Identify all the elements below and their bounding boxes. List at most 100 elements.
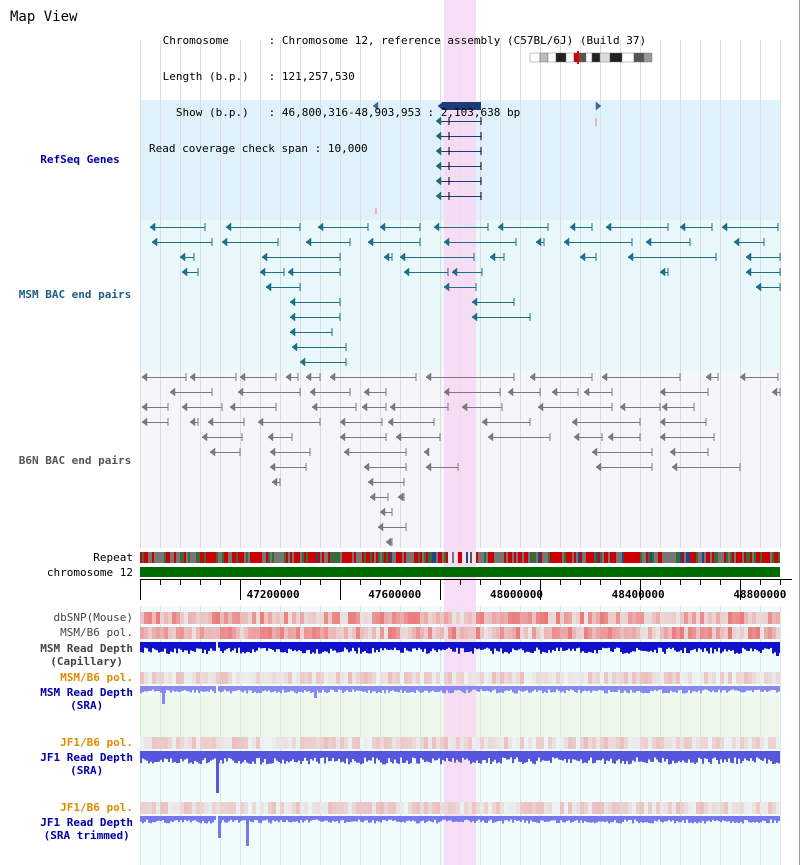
msm-depth-sra <box>638 686 640 691</box>
repeat-element <box>370 552 372 563</box>
msm-pol-heat <box>680 627 684 639</box>
jf1-depth-sra-trimmed <box>560 816 562 821</box>
msm-depth-capillary <box>380 642 382 649</box>
track-label-b6n-bac[interactable]: B6N BAC end pairs <box>18 454 132 467</box>
msm-bac-pair-end <box>221 237 228 247</box>
msm-bac-pair-end <box>451 267 458 277</box>
msm-pol-sra-heat <box>752 672 756 684</box>
jf1-depth-sra <box>582 751 584 764</box>
msm-pol-heat <box>252 627 256 639</box>
msm-pol-sra-heat <box>284 672 288 684</box>
dbsnp-heat <box>192 612 196 624</box>
msm-depth-sra <box>524 686 526 692</box>
msm-depth-sra <box>144 686 146 692</box>
jf1-depth-sra <box>656 751 658 760</box>
repeat-element <box>626 552 628 563</box>
msm-depth-capillary <box>194 642 196 652</box>
msm-pol-sra-heat <box>396 672 400 684</box>
variation-track-label[interactable]: dbSNP(Mouse) <box>54 611 133 624</box>
msm-depth-sra <box>264 686 266 691</box>
track-label-chromosome[interactable]: chromosome 12 <box>46 566 133 579</box>
jf1-depth-sra <box>172 751 174 763</box>
msm-depth-sra <box>280 686 282 694</box>
b6n-bac-pair-end <box>529 372 536 382</box>
jf1-pol-trimmed-heat <box>160 802 164 814</box>
repeat-element <box>302 552 304 563</box>
variation-track-label[interactable]: MSM/B6 pol. <box>60 626 133 639</box>
msm-depth-sra <box>378 686 380 693</box>
repeat-element <box>208 552 210 563</box>
msm-depth-capillary <box>756 642 758 651</box>
variation-track-label[interactable]: MSM Read Depth (Capillary) <box>40 642 133 668</box>
jf1-depth-sra-trimmed-spike <box>246 816 249 846</box>
jf1-depth-sra-trimmed <box>660 816 662 822</box>
jf1-depth-sra-trimmed <box>362 816 364 823</box>
jf1-depth-sra-trimmed <box>446 816 448 822</box>
jf1-depth-sra <box>256 751 258 759</box>
repeat-element <box>752 552 754 563</box>
jf1-pol-heat <box>400 737 404 749</box>
variation-track-label[interactable]: MSM Read Depth (SRA) <box>40 686 133 712</box>
msm-pol-sra-heat <box>168 672 172 684</box>
msm-depth-sra <box>684 686 686 694</box>
jf1-depth-sra <box>688 751 690 760</box>
jf1-pol-trimmed-heat <box>284 802 288 814</box>
variation-track-label[interactable]: JF1/B6 pol. <box>60 736 133 749</box>
track-label-repeat[interactable]: Repeat <box>93 551 133 564</box>
msm-depth-capillary <box>670 642 672 649</box>
msm-depth-sra <box>716 686 718 693</box>
dbsnp-heat <box>580 612 584 624</box>
dbsnp-heat <box>520 612 524 624</box>
repeat-element <box>664 552 666 563</box>
dbsnp-heat <box>296 612 300 624</box>
msm-pol-heat <box>204 627 208 639</box>
msm-pol-sra-heat <box>640 672 644 684</box>
jf1-depth-sra <box>318 751 320 764</box>
jf1-depth-sra <box>164 751 166 759</box>
msm-pol-sra-heat <box>512 672 516 684</box>
variation-track-label[interactable]: MSM/B6 pol. <box>60 671 133 684</box>
msm-pol-heat <box>200 627 204 639</box>
jf1-pol-heat <box>568 737 572 749</box>
repeat-element <box>528 552 530 563</box>
jf1-pol-trimmed-heat <box>268 802 272 814</box>
msm-pol-heat <box>160 627 164 639</box>
repeat-element <box>744 552 746 563</box>
jf1-pol-heat <box>612 737 616 749</box>
jf1-depth-sra <box>262 751 264 763</box>
variation-track-label[interactable]: JF1/B6 pol. <box>60 801 133 814</box>
track-label-refseq[interactable]: RefSeq Genes <box>40 153 120 166</box>
jf1-depth-sra-trimmed <box>656 816 658 822</box>
msm-depth-sra <box>760 686 762 692</box>
jf1-pol-trimmed-heat <box>236 802 240 814</box>
msm-depth-capillary <box>496 642 498 651</box>
jf1-pol-trimmed-heat <box>404 802 408 814</box>
variation-track-label[interactable]: JF1 Read Depth (SRA) <box>40 751 133 777</box>
dbsnp-heat <box>312 612 316 624</box>
msm-pol-sra-heat <box>616 672 620 684</box>
repeat-element <box>516 552 518 563</box>
jf1-pol-heat <box>380 737 384 749</box>
repeat-element <box>638 552 640 563</box>
transcript-arrow <box>435 116 442 126</box>
track-label-msm-bac[interactable]: MSM BAC end pairs <box>18 288 132 301</box>
b6n-bac-pair-end <box>339 432 346 442</box>
jf1-depth-sra-trimmed <box>544 816 546 822</box>
msm-depth-sra <box>236 686 238 691</box>
jf1-depth-sra-trimmed <box>630 816 632 821</box>
msm-depth-sra <box>354 686 356 692</box>
repeat-element <box>222 552 224 563</box>
variation-track-label[interactable]: JF1 Read Depth (SRA trimmed) <box>40 816 133 842</box>
repeat-element <box>332 552 334 563</box>
msm-depth-sra <box>590 686 592 693</box>
msm-pol-sra-heat <box>160 672 164 684</box>
msm-bac-pair-end <box>265 282 272 292</box>
msm-depth-capillary <box>260 642 262 649</box>
jf1-depth-sra-trimmed <box>578 816 580 823</box>
msm-pol-sra-heat <box>500 672 504 684</box>
msm-bac-pair-end <box>403 267 410 277</box>
msm-depth-sra <box>208 686 210 692</box>
msm-depth-sra <box>708 686 710 692</box>
jf1-depth-sra-trimmed <box>494 816 496 823</box>
